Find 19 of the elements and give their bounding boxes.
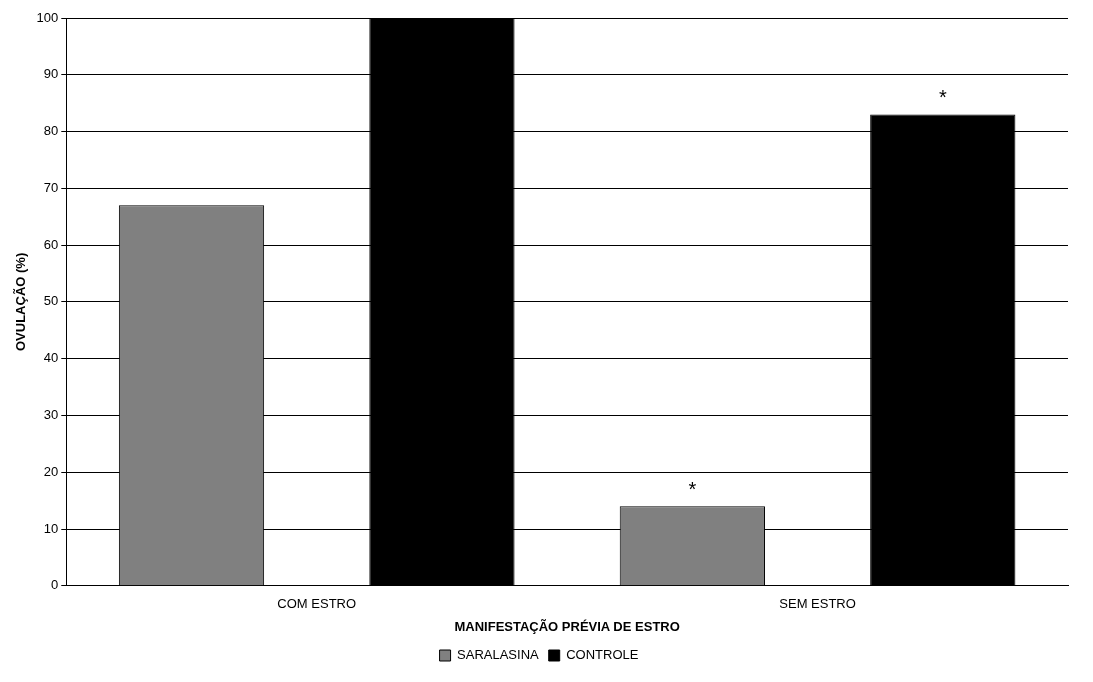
data-label: *	[938, 86, 947, 109]
x-tick-label: SEM ESTRO	[779, 596, 856, 612]
y-tick-label: 60	[43, 236, 59, 252]
y-tick-label: 20	[43, 463, 59, 479]
legend-label: CONTROLE	[566, 647, 639, 663]
data-label: *	[688, 477, 697, 500]
y-tick-label: 30	[43, 407, 59, 423]
y-tick-label: 40	[43, 350, 59, 366]
y-axis-title: OVULAÇÃO (%)	[13, 252, 29, 352]
y-tick-label: 10	[43, 520, 59, 536]
x-axis-title: MANIFESTAÇÃO PRÉVIA DE ESTRO	[454, 618, 680, 634]
y-tick-label: 90	[43, 66, 59, 82]
y-tick-label: 70	[43, 179, 59, 195]
legend-label: SARALASINA	[457, 647, 540, 663]
y-tick-label: 100	[36, 9, 59, 25]
x-tick-label: COM ESTRO	[277, 596, 357, 612]
y-tick-label: 80	[43, 123, 59, 139]
y-tick-label: 50	[43, 293, 59, 309]
y-tick-label: 0	[51, 577, 59, 593]
